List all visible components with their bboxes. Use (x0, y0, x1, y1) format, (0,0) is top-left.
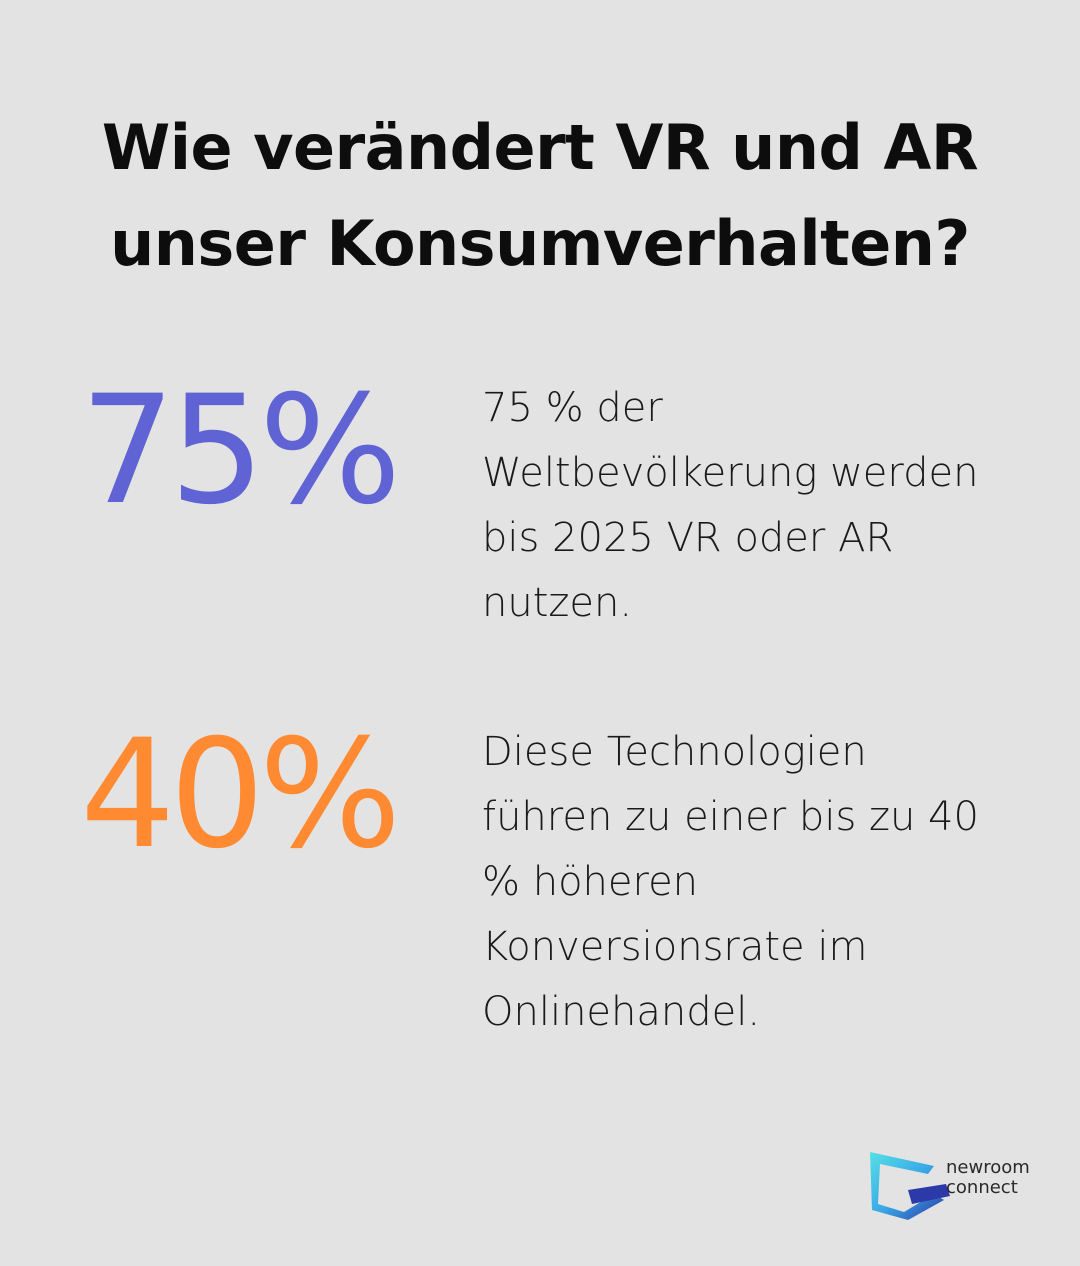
logo-line-2: connect (946, 1177, 1018, 1198)
logo-line-1: newroom (946, 1157, 1030, 1178)
stat-value-2: 40% (80, 708, 401, 882)
brand-logo: newroom connect (868, 1150, 1048, 1220)
logo-wordmark: newroom connect (946, 1158, 1030, 1198)
stat-description-2: Diese Technologien führen zu einer bis z… (482, 729, 979, 1035)
newroom-connect-logo-icon (870, 1152, 950, 1220)
stat-description-1: 75 % der Weltbevölkerung werden bis 2025… (482, 385, 979, 626)
stat-value-1: 75% (80, 364, 401, 538)
page-title: Wie verändert VR und AR unser Konsumverh… (101, 111, 979, 280)
